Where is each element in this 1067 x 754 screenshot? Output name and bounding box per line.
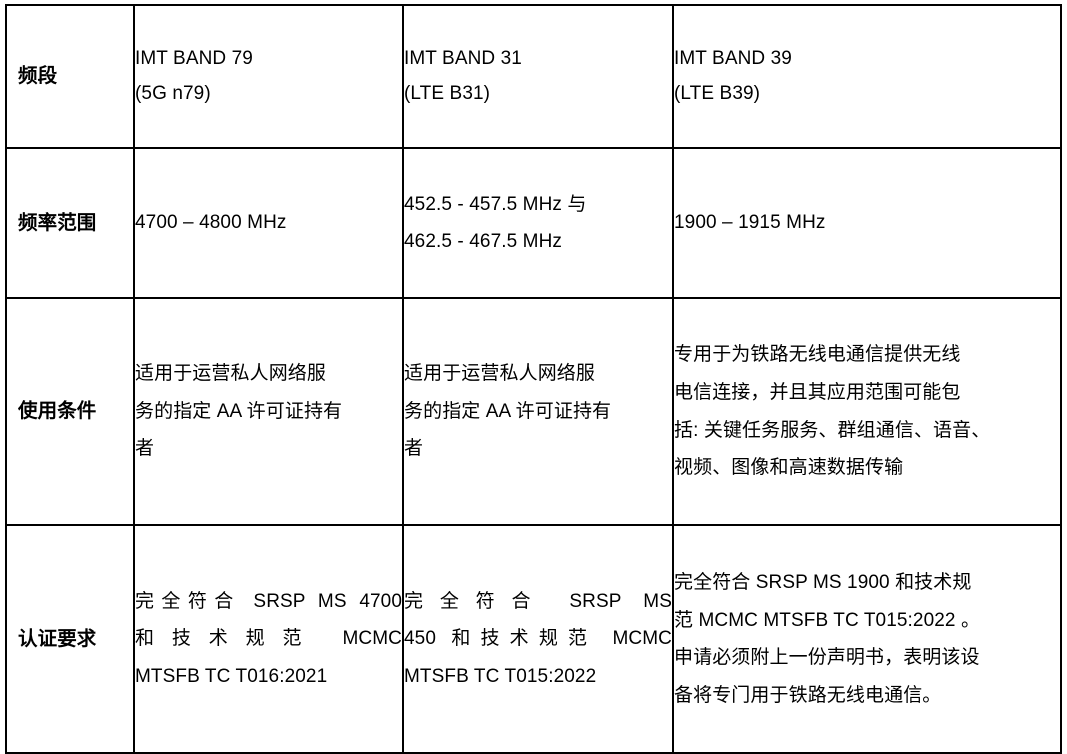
cell-band-79: IMT BAND 79 (5G n79): [133, 4, 404, 149]
band-79-name: IMT BAND 79 (5G n79): [135, 7, 402, 145]
usage-band-39-line3: 括: 关键任务服务、群组通信、语音、: [674, 419, 991, 441]
cell-usage-band-39: 专用于为铁路无线电通信提供无线 电信连接，并且其应用范围可能包 括: 关键任务服…: [672, 296, 1062, 527]
band-31-name: IMT BAND 31 (LTE B31): [404, 7, 672, 145]
row-label-certification-requirements-text: 认证要求: [18, 627, 97, 650]
cell-certification-band-31: 完全符合 SRSP MS 450 和技术规范 MCMC MTSFB TC T01…: [402, 524, 674, 754]
band-79-name-line2: (5G n79): [135, 83, 211, 105]
usage-band-39-line4: 视频、图像和高速数据传输: [674, 457, 904, 479]
cell-certification-band-39: 完全符合 SRSP MS 1900 和技术规 范 MCMC MTSFB TC T…: [672, 524, 1062, 754]
table-row-band: 频段 IMT BAND 79 (5G n79) IMT BAND 31 (LTE…: [5, 4, 1062, 149]
table-row-certification-requirements: 认证要求 完全符合 SRSP MS 4700 和技术规范 MCMC MTSFB …: [5, 524, 1062, 754]
certification-band-39-line2: 范 MCMC MTSFB TC T015:2022 。: [674, 609, 981, 631]
band-31-name-line1: IMT BAND 31: [404, 48, 522, 70]
cell-usage-band-79: 适用于运营私人网络服 务的指定 AA 许可证持有 者: [133, 296, 404, 527]
usage-band-79-line3: 者: [135, 438, 155, 460]
certification-band-31-line2: 450 和技术规范 MCMC: [404, 628, 672, 650]
table-row-frequency-range: 频率范围 4700 – 4800 MHz 452.5 - 457.5 MHz 与…: [5, 146, 1062, 299]
frequency-band-39-line1: 1900 – 1915 MHz: [674, 212, 826, 234]
certification-band-39-line4: 备将专门用于铁路无线电通信。: [674, 684, 942, 706]
band-39-name: IMT BAND 39 (LTE B39): [674, 7, 1060, 145]
frequency-band-79: 4700 – 4800 MHz: [135, 169, 402, 276]
frequency-band-39: 1900 – 1915 MHz: [674, 169, 1060, 276]
band-31-name-line2: (LTE B31): [404, 83, 491, 105]
frequency-band-31-line2: 462.5 - 467.5 MHz: [404, 230, 563, 252]
usage-band-39: 专用于为铁路无线电通信提供无线 电信连接，并且其应用范围可能包 括: 关键任务服…: [674, 301, 1060, 522]
frequency-band-79-line1: 4700 – 4800 MHz: [135, 212, 287, 234]
band-39-name-line1: IMT BAND 39: [674, 48, 792, 70]
certification-band-39-line1: 完全符合 SRSP MS 1900 和技术规: [674, 572, 972, 594]
table-row-usage-conditions: 使用条件 适用于运营私人网络服 务的指定 AA 许可证持有 者 适用于运营私人网…: [5, 296, 1062, 527]
usage-band-79-line1: 适用于运营私人网络服: [135, 363, 327, 385]
certification-band-31: 完全符合 SRSP MS 450 和技术规范 MCMC MTSFB TC T01…: [404, 547, 672, 730]
certification-band-31-line3: MTSFB TC T015:2022: [404, 666, 597, 688]
cell-band-31: IMT BAND 31 (LTE B31): [402, 4, 674, 149]
usage-band-79: 适用于运营私人网络服 务的指定 AA 许可证持有 者: [135, 320, 402, 503]
certification-band-79: 完全符合 SRSP MS 4700 和技术规范 MCMC MTSFB TC T0…: [135, 547, 402, 730]
row-label-usage-conditions-text: 使用条件: [18, 400, 97, 423]
usage-band-31-line3: 者: [404, 438, 424, 460]
band-39-name-line2: (LTE B39): [674, 83, 761, 105]
cell-band-39: IMT BAND 39 (LTE B39): [672, 4, 1062, 149]
row-label-frequency-range-text: 频率范围: [18, 211, 97, 234]
frequency-band-31: 452.5 - 457.5 MHz 与 462.5 - 467.5 MHz: [404, 151, 672, 295]
band-specification-table: 频段 IMT BAND 79 (5G n79) IMT BAND 31 (LTE…: [5, 4, 1062, 754]
usage-band-31: 适用于运营私人网络服 务的指定 AA 许可证持有 者: [404, 320, 672, 503]
usage-band-39-line1: 专用于为铁路无线电通信提供无线: [674, 344, 961, 366]
certification-band-79-line3: MTSFB TC T016:2021: [135, 666, 328, 688]
row-label-band-text: 频段: [18, 65, 58, 88]
certification-band-39-line3: 申请必须附上一份声明书，表明该设: [674, 647, 980, 669]
row-label-band: 频段: [5, 4, 135, 149]
certification-band-31-line1: 完全符合 SRSP MS: [404, 590, 672, 612]
cell-frequency-band-79: 4700 – 4800 MHz: [133, 146, 404, 299]
row-label-certification-requirements: 认证要求: [5, 524, 135, 754]
cell-frequency-band-39: 1900 – 1915 MHz: [672, 146, 1062, 299]
usage-band-31-line1: 适用于运营私人网络服: [404, 363, 596, 385]
row-label-frequency-range: 频率范围: [5, 146, 135, 299]
cell-frequency-band-31: 452.5 - 457.5 MHz 与 462.5 - 467.5 MHz: [402, 146, 674, 299]
usage-band-39-line2: 电信连接，并且其应用范围可能包: [674, 381, 961, 403]
certification-band-79-line1: 完全符合 SRSP MS 4700: [135, 590, 402, 612]
cell-certification-band-79: 完全符合 SRSP MS 4700 和技术规范 MCMC MTSFB TC T0…: [133, 524, 404, 754]
certification-band-39: 完全符合 SRSP MS 1900 和技术规 范 MCMC MTSFB TC T…: [674, 528, 1060, 749]
band-79-name-line1: IMT BAND 79: [135, 48, 253, 70]
certification-band-79-line2: 和技术规范 MCMC: [135, 628, 402, 650]
row-label-usage-conditions: 使用条件: [5, 296, 135, 527]
usage-band-31-line2: 务的指定 AA 许可证持有: [404, 400, 612, 422]
cell-usage-band-31: 适用于运营私人网络服 务的指定 AA 许可证持有 者: [402, 296, 674, 527]
usage-band-79-line2: 务的指定 AA 许可证持有: [135, 400, 343, 422]
frequency-band-31-line1: 452.5 - 457.5 MHz 与: [404, 193, 587, 215]
